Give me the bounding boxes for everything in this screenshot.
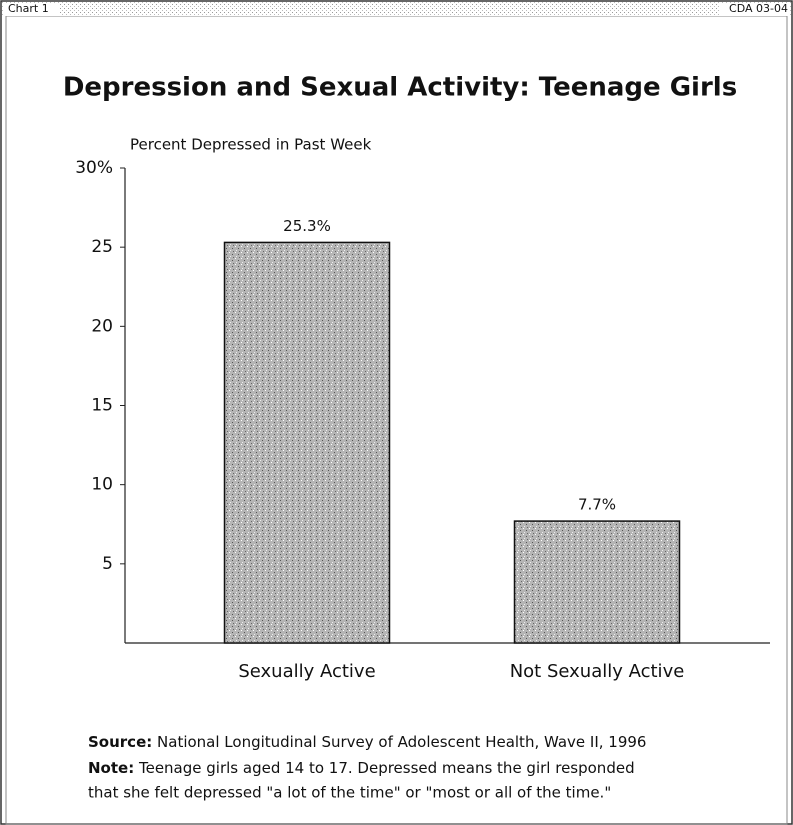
note: Note: Teenage girls aged 14 to 17. Depre… (88, 759, 635, 777)
value-label: 7.7% (578, 496, 616, 514)
header-left-bg (4, 3, 60, 15)
header-right: CDA 03-04 (729, 2, 788, 15)
x-tick-label: Sexually Active (238, 661, 375, 682)
y-tick-label: 5 (102, 554, 113, 574)
source-label: Source: (88, 733, 152, 751)
x-tick-label: Not Sexually Active (510, 661, 685, 682)
y-tick-label: 30% (75, 158, 113, 178)
bar (223, 241, 391, 644)
header-right-bg (720, 3, 790, 15)
chart-title: Depression and Sexual Activity: Teenage … (63, 73, 737, 103)
y-tick-label: 15 (91, 396, 113, 416)
header-bar (2, 2, 791, 16)
y-tick-label: 25 (91, 237, 113, 257)
source: Source: National Longitudinal Survey of … (88, 733, 646, 751)
y-axis-label: Percent Depressed in Past Week (130, 136, 372, 154)
bar (513, 520, 681, 644)
source-text: National Longitudinal Survey of Adolesce… (157, 733, 646, 751)
note-label: Note: (88, 759, 134, 777)
y-tick-label: 10 (91, 475, 113, 495)
y-tick-label: 20 (91, 316, 113, 336)
value-label: 25.3% (283, 217, 331, 235)
inner-frame (5, 15, 788, 825)
note-continued: that she felt depressed "a lot of the ti… (88, 784, 611, 802)
header-left: Chart 1 (8, 2, 49, 15)
note-text: Teenage girls aged 14 to 17. Depressed m… (138, 759, 635, 777)
